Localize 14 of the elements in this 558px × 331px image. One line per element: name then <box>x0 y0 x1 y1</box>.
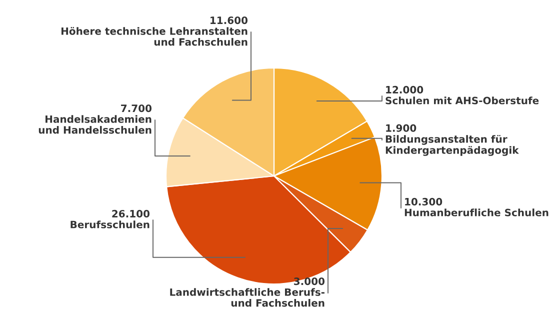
data-label: 12.000 <box>386 86 424 94</box>
slice-label: Berufsschulen <box>70 220 150 228</box>
slice-label: Landwirtschaftliche Berufs- und Fachschulen <box>170 288 324 307</box>
slice-label: Höhere technische Lehranstalten und Fachschulen <box>62 27 248 46</box>
data-label: 1.900 <box>386 124 416 132</box>
data-label: 3.000 <box>294 278 325 286</box>
data-label: 10.300 <box>405 198 442 206</box>
slice-label: Bildungsanstalten für Kindergartenpädagogik <box>386 134 519 156</box>
data-label: 26.100 <box>112 210 150 218</box>
slice-label: Schulen mit AHS-Oberstufe <box>386 96 539 104</box>
slice-label: Handelsakademien und Handelsschulen <box>38 115 152 134</box>
data-label: 7.700 <box>121 104 152 112</box>
data-label: 11.600 <box>210 16 248 24</box>
slice-label: Humanberufliche Schulen <box>404 208 548 216</box>
